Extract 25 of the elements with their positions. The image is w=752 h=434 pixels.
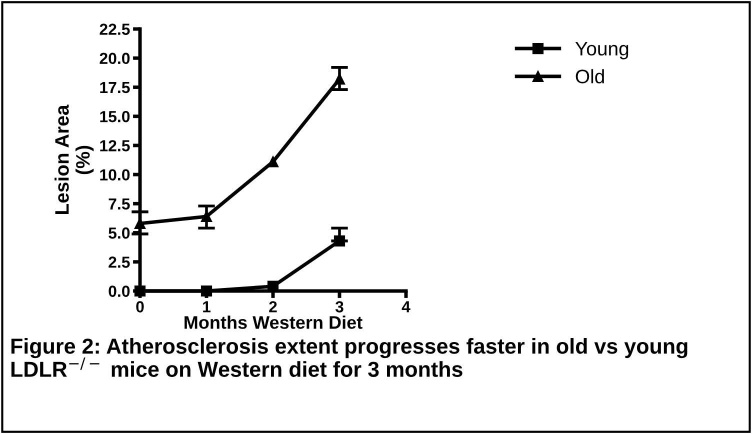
y-tick-label: 20.0 — [100, 52, 130, 64]
legend-label: Old — [576, 69, 604, 84]
y-axis-title: Lesion Area (%) — [54, 104, 94, 214]
x-tick-label: 3 — [335, 301, 344, 312]
point — [334, 235, 346, 246]
point — [200, 210, 212, 222]
x-tick-label: 1 — [203, 301, 210, 312]
y-tick-label: 17.5 — [100, 82, 130, 94]
x-tick-label: 4 — [402, 301, 410, 312]
x-tick-label: 0 — [136, 301, 144, 312]
legend-label: Young — [575, 42, 628, 60]
point — [334, 74, 346, 85]
y-tick-label: 10.0 — [100, 169, 130, 180]
point — [200, 285, 212, 297]
y-tick-label: 2.5 — [108, 256, 130, 268]
x-axis-title: Months Western Diet — [184, 316, 362, 329]
y-tick-label: 0.0 — [108, 286, 130, 297]
y-tick-label: 7.5 — [108, 198, 130, 210]
y-tick-label: 22.5 — [100, 24, 130, 35]
y-tick-label: 15.0 — [100, 110, 130, 122]
caption: Figure 2: Atherosclerosis extent progresses faster in old vs young LDLR$^{−/−}$ mice on Western diet for 3 months — [11, 338, 688, 377]
y-tick-label: 12.5 — [100, 140, 130, 152]
y-tick-label: 5.0 — [108, 227, 130, 239]
point — [267, 156, 279, 168]
x-tick-label: 2 — [269, 301, 277, 312]
